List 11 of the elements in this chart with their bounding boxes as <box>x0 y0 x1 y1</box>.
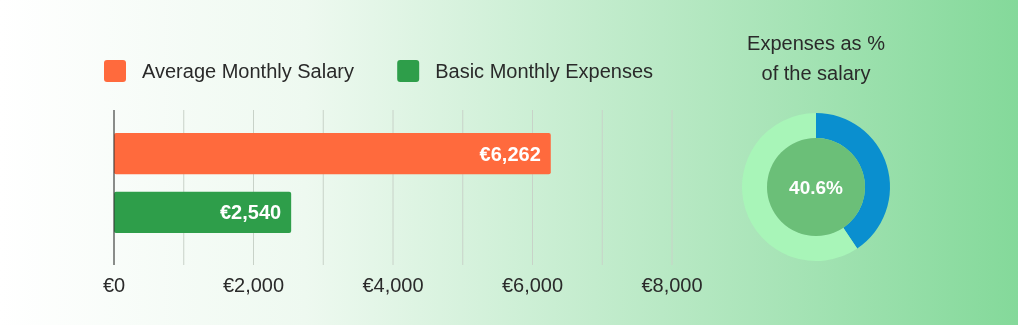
x-tick-label: €0 <box>102 274 126 296</box>
x-tick-label: €6,000 <box>501 274 564 296</box>
legend-label: Basic Monthly Expenses <box>435 60 654 82</box>
legend-label: Average Monthly Salary <box>142 60 354 82</box>
data-label: €2,540 <box>219 201 282 224</box>
data-label: €6,262 <box>479 142 541 165</box>
chart-title: Expenses as % of the salary <box>747 32 886 84</box>
x-tick-label: €4,000 <box>362 274 424 296</box>
text: 40.6% <box>789 177 844 198</box>
x-tick-label: €2,000 <box>222 274 285 296</box>
x-tick-label: €8,000 <box>641 274 703 296</box>
